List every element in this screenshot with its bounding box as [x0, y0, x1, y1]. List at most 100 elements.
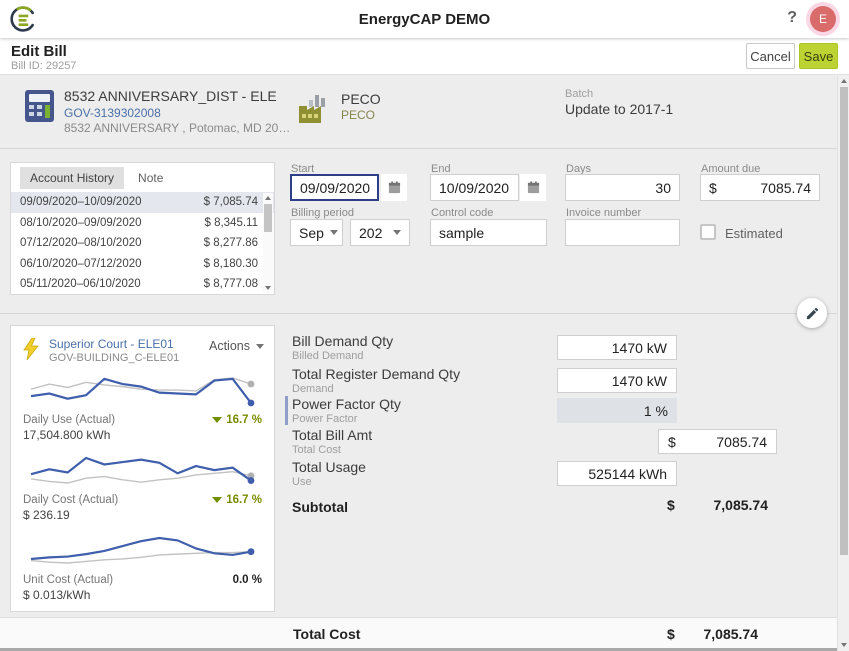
- sparkline-block: Unit Cost (Actual) 0.0 % $ 0.013/kWh: [23, 532, 262, 602]
- page-title: Edit Bill: [11, 43, 67, 60]
- sparkline-chart: [30, 536, 255, 564]
- chevron-down-icon: [329, 230, 338, 235]
- save-button[interactable]: Save: [799, 43, 838, 69]
- sparkline-chart: [30, 377, 255, 407]
- history-row[interactable]: 09/09/2020–10/09/2020 $ 7,085.74: [11, 192, 274, 213]
- user-avatar[interactable]: E: [810, 6, 836, 32]
- control-code-input[interactable]: sample: [430, 219, 547, 246]
- change-percent: 16.7 %: [226, 494, 262, 506]
- app-title: EnergyCAP DEMO: [358, 11, 491, 28]
- meter-code: GOV-BUILDING_C-ELE01: [49, 352, 180, 364]
- currency-symbol: $: [667, 496, 675, 513]
- help-icon[interactable]: ?: [787, 9, 797, 26]
- currency-symbol: $: [667, 626, 675, 642]
- chevron-down-icon: [393, 230, 401, 235]
- vendor-code-link[interactable]: PECO: [341, 108, 376, 122]
- history-row[interactable]: 06/10/2020–07/12/2020 $ 8,180.30: [11, 254, 274, 275]
- batch-value: Update to 2017-1: [565, 101, 674, 117]
- detail-value: 7085.74: [716, 433, 767, 450]
- billing-month-select[interactable]: Sep: [290, 219, 343, 246]
- detail-sublabel: Total Cost: [292, 444, 341, 456]
- billing-period-label: Billing period: [291, 207, 354, 219]
- billing-year-select[interactable]: 202: [350, 219, 410, 246]
- tab-note[interactable]: Note: [138, 170, 164, 185]
- arrow-down-icon: [212, 497, 223, 503]
- days-input[interactable]: 30: [565, 174, 680, 201]
- metric-change: 0.0 %: [233, 574, 262, 586]
- start-calendar-icon[interactable]: [381, 174, 407, 201]
- change-percent: 16.7 %: [226, 414, 262, 426]
- batch-label: Batch: [565, 88, 594, 100]
- cancel-button[interactable]: Cancel: [746, 43, 795, 69]
- detail-sublabel: Use: [292, 476, 312, 488]
- amount-due-value: 7085.74: [760, 179, 811, 196]
- detail-value-input[interactable]: 525144 kWh: [557, 461, 677, 486]
- history-period: 08/10/2020–09/09/2020: [20, 216, 142, 229]
- tab-account-history[interactable]: Account History: [20, 166, 125, 189]
- pencil-icon: [806, 307, 818, 319]
- start-date-input[interactable]: 09/09/2020: [290, 174, 379, 201]
- history-period: 06/10/2020–07/12/2020: [20, 257, 142, 270]
- vendor-factory-icon: [299, 95, 325, 123]
- history-period: 05/11/2020–06/10/2020: [20, 278, 141, 291]
- estimated-checkbox[interactable]: [700, 224, 716, 240]
- history-row[interactable]: 05/11/2020–06/10/2020 $ 8,777.08: [11, 274, 274, 294]
- detail-label: Power Factor Qty: [292, 396, 401, 412]
- top-bar: EnergyCAP DEMO ? E: [0, 0, 849, 38]
- window-edge: [0, 648, 849, 651]
- focus-indicator-bar: [285, 396, 288, 425]
- end-calendar-icon[interactable]: [520, 174, 546, 201]
- history-amount: $ 7,085.74: [203, 196, 258, 209]
- arrow-down-icon: [212, 417, 223, 423]
- control-code-label: Control code: [431, 207, 494, 219]
- total-cost-bar: Total Cost $ 7,085.74: [0, 617, 837, 648]
- history-row-list: 09/09/2020–10/09/2020 $ 7,085.74 08/10/202…: [11, 192, 274, 294]
- scroll-down-icon[interactable]: [841, 643, 847, 647]
- edit-details-button[interactable]: [797, 298, 827, 328]
- invoice-number-input[interactable]: [565, 219, 680, 246]
- billing-year-value: 202: [359, 224, 383, 241]
- energycap-logo-icon[interactable]: [9, 5, 37, 33]
- metric-value: 17,504.800 kWh: [23, 428, 111, 442]
- account-address: 8532 ANNIVERSARY , Potomac, MD 20854, Un…: [64, 121, 294, 135]
- history-period: 07/12/2020–08/10/2020: [20, 237, 142, 250]
- detail-value-input[interactable]: 1470 kW: [557, 335, 677, 360]
- change-percent: 0.0 %: [232, 574, 262, 586]
- electric-bolt-icon: [23, 338, 39, 360]
- total-cost-value: 7,085.74: [703, 626, 759, 642]
- start-label: Start: [291, 163, 315, 175]
- history-row[interactable]: 07/12/2020–08/10/2020 $ 8,277.86: [11, 233, 274, 254]
- actions-dropdown[interactable]: Actions: [209, 339, 264, 353]
- history-period: 09/09/2020–10/09/2020: [20, 196, 142, 209]
- page-scrollbar[interactable]: [837, 75, 849, 651]
- metric-change: 16.7 %: [212, 414, 262, 426]
- history-scrollbar[interactable]: [263, 193, 273, 293]
- scroll-up-icon[interactable]: [265, 196, 271, 200]
- detail-label: Total Bill Amt: [292, 427, 373, 443]
- history-row[interactable]: 08/10/2020–09/09/2020 $ 8,345.11: [11, 213, 274, 234]
- detail-value-input[interactable]: $7085.74: [658, 429, 777, 454]
- detail-value-input[interactable]: 1470 kW: [557, 368, 677, 393]
- detail-sublabel: Billed Demand: [292, 350, 364, 362]
- amount-due-input[interactable]: $ 7085.74: [700, 174, 820, 201]
- scroll-down-icon[interactable]: [265, 286, 271, 290]
- bill-id: Bill ID: 29257: [11, 60, 77, 72]
- history-amount: $ 8,345.11: [204, 216, 258, 229]
- subtotal-label: Subtotal: [292, 499, 348, 515]
- detail-sublabel: Demand: [292, 383, 334, 395]
- sparkline-list: Daily Use (Actual) 16.7 % 17,504.800 kWh Da…: [23, 372, 262, 611]
- scrollbar-thumb[interactable]: [840, 87, 848, 555]
- account-code-link[interactable]: GOV-3139302008: [64, 106, 161, 120]
- scroll-up-icon[interactable]: [841, 79, 847, 83]
- end-date-input[interactable]: 10/09/2020: [430, 174, 519, 201]
- detail-value-input: 1 %: [557, 398, 677, 423]
- meter-name-link[interactable]: Superior Court - ELE01: [49, 337, 174, 351]
- detail-sublabel: Power Factor: [292, 413, 358, 425]
- end-label: End: [431, 163, 451, 175]
- total-cost-label: Total Cost: [293, 626, 361, 642]
- history-tabs: Account History Note: [11, 163, 274, 192]
- scrollbar-thumb[interactable]: [264, 204, 272, 232]
- sparkline-block: Daily Use (Actual) 16.7 % 17,504.800 kWh: [23, 372, 262, 442]
- days-label: Days: [566, 163, 592, 175]
